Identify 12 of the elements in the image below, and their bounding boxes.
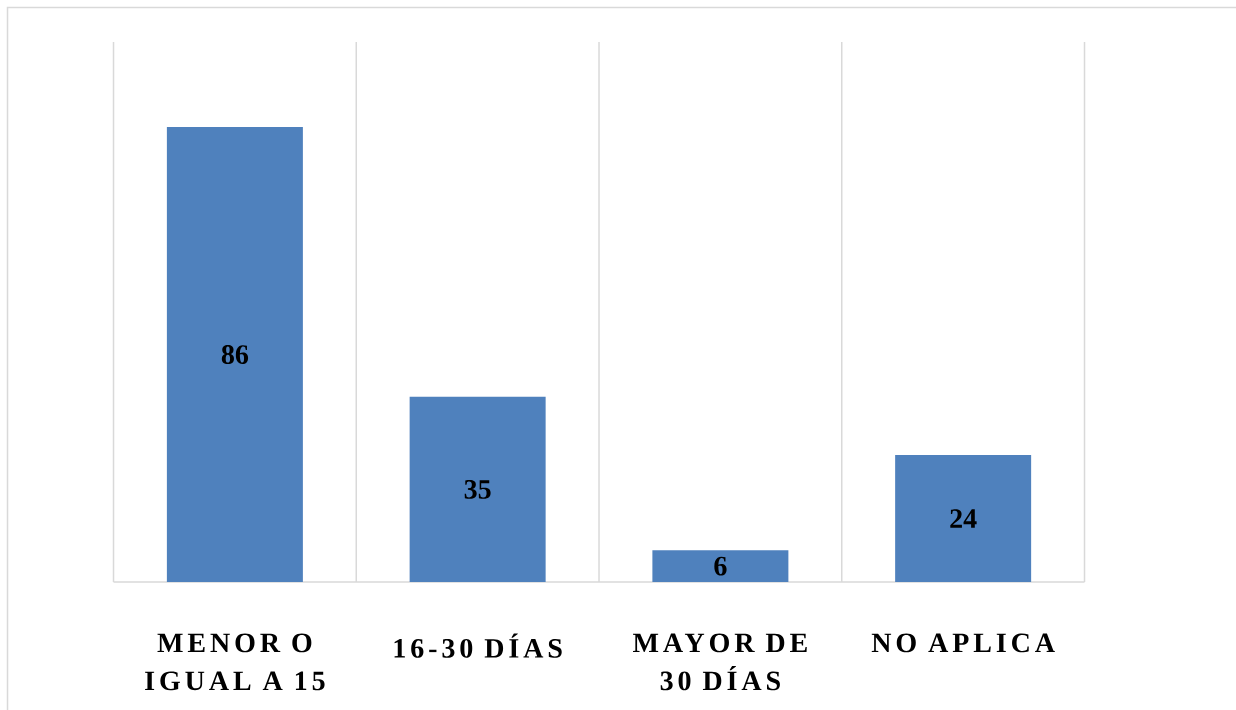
data-label: 6 [714, 556, 727, 576]
bar [652, 550, 789, 582]
data-label: 24 [950, 509, 977, 528]
x-tick-label: MAYOR DE 30 DÍAS [633, 633, 807, 691]
bar [166, 127, 303, 582]
x-tick-label: NO APLICA [871, 633, 1055, 653]
x-tick-label: MENOR O IGUAL A 15 [145, 633, 325, 691]
x-tick-label: 16-30 DÍAS [394, 633, 562, 658]
data-label: 86 [221, 345, 249, 364]
data-label: 35 [464, 480, 491, 499]
bar [895, 455, 1032, 582]
bar [409, 396, 546, 582]
